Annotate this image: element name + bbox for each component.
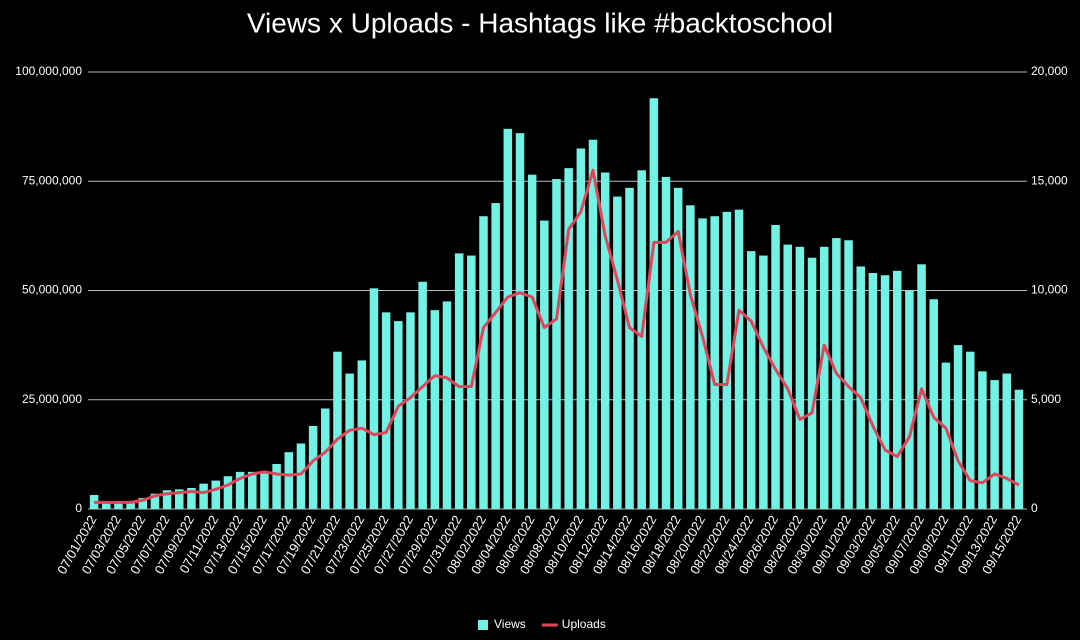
bar [856, 266, 865, 509]
bar [588, 139, 598, 510]
y2-tick-label: 5,000 [1031, 392, 1061, 406]
y2-tick-label: 0 [1031, 501, 1038, 515]
bar [637, 170, 646, 509]
bar [734, 209, 744, 509]
bar [795, 246, 805, 510]
bar [223, 476, 233, 509]
bar [564, 168, 573, 509]
bar [491, 203, 500, 509]
bar [89, 495, 99, 509]
bar [394, 321, 403, 509]
bar [272, 463, 281, 509]
bar [442, 301, 452, 509]
bar [844, 240, 853, 509]
y-tick-label: 75,000,000 [22, 173, 82, 187]
bar [1014, 389, 1024, 509]
bar [406, 312, 415, 509]
bar [114, 502, 123, 509]
bar [905, 290, 914, 509]
bar [880, 275, 890, 509]
y-tick-label: 100,000,000 [15, 64, 82, 78]
bar [235, 471, 245, 509]
y2-tick-label: 10,000 [1031, 283, 1068, 297]
bar [211, 480, 221, 509]
bar [308, 425, 318, 509]
bar [783, 244, 792, 510]
bar [540, 220, 549, 509]
bar [527, 174, 537, 509]
bar [199, 483, 208, 509]
bar [649, 98, 659, 509]
bar [126, 501, 135, 509]
bar [868, 273, 878, 509]
bar [759, 255, 768, 509]
bar [479, 216, 488, 509]
legend-label: Views [494, 617, 526, 631]
bar [819, 246, 829, 510]
bar [175, 489, 184, 509]
bar [710, 216, 719, 509]
bar [698, 218, 707, 509]
bar [138, 498, 148, 509]
bar [917, 264, 926, 509]
bar [941, 362, 951, 509]
legend-label: Uploads [562, 617, 606, 631]
bar [600, 172, 610, 509]
bar [357, 360, 367, 509]
legend-swatch [478, 620, 488, 630]
chart-title: Views x Uploads - Hashtags like #backtos… [247, 7, 833, 38]
bar [345, 373, 354, 509]
bar [418, 281, 427, 509]
bar [260, 472, 269, 509]
y2-tick-label: 20,000 [1031, 64, 1068, 78]
bar [686, 205, 695, 509]
line [94, 168, 1020, 504]
bar [576, 148, 586, 509]
bar [892, 270, 902, 509]
bar [187, 488, 196, 509]
bar [248, 471, 257, 509]
bar [978, 371, 987, 509]
bar [503, 128, 513, 509]
bar [454, 253, 464, 509]
bar [381, 312, 391, 509]
bar [746, 251, 756, 510]
bar [807, 257, 817, 509]
bar [625, 187, 634, 509]
bar [929, 299, 938, 509]
y-tick-label: 25,000,000 [22, 392, 82, 406]
bar [284, 452, 294, 509]
y2-tick-label: 15,000 [1031, 173, 1068, 187]
bar [369, 288, 379, 509]
bar [430, 310, 440, 509]
y-tick-label: 50,000,000 [22, 283, 82, 297]
bar [296, 443, 306, 509]
bar [101, 501, 111, 509]
bar [150, 493, 160, 509]
bar [965, 351, 975, 509]
bar [1002, 373, 1012, 509]
bar [333, 351, 342, 509]
bar [162, 490, 172, 509]
bar [953, 345, 963, 509]
bar [552, 179, 561, 509]
bar [661, 176, 671, 509]
bar [321, 408, 330, 509]
bar [673, 187, 683, 509]
bar [515, 133, 525, 509]
bar [990, 380, 999, 509]
bar [613, 196, 622, 510]
bar [722, 211, 732, 509]
y-tick-label: 0 [75, 501, 82, 515]
